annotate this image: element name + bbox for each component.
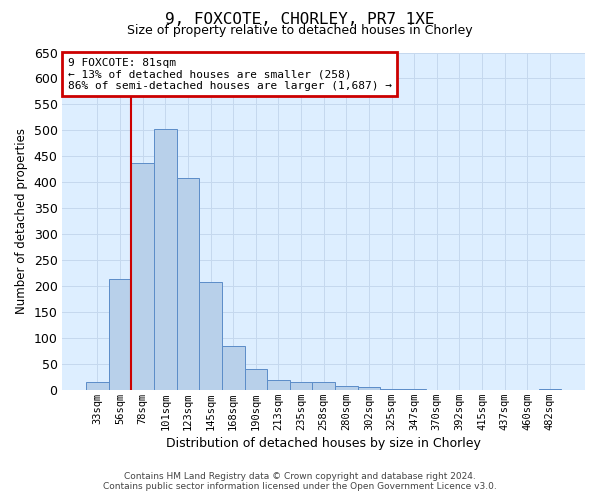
Bar bbox=[176, 178, 199, 390]
Bar bbox=[245, 369, 267, 390]
Bar bbox=[86, 382, 109, 390]
Bar bbox=[109, 280, 131, 390]
Bar bbox=[199, 282, 222, 390]
Text: Size of property relative to detached houses in Chorley: Size of property relative to detached ho… bbox=[127, 24, 473, 37]
Bar bbox=[267, 380, 290, 390]
Bar bbox=[154, 129, 176, 390]
Text: 9 FOXCOTE: 81sqm
← 13% of detached houses are smaller (258)
86% of semi-detached: 9 FOXCOTE: 81sqm ← 13% of detached house… bbox=[68, 58, 392, 91]
Bar bbox=[358, 387, 380, 390]
Bar bbox=[222, 346, 245, 390]
Bar bbox=[335, 386, 358, 390]
Text: Contains HM Land Registry data © Crown copyright and database right 2024.
Contai: Contains HM Land Registry data © Crown c… bbox=[103, 472, 497, 491]
Bar bbox=[131, 162, 154, 390]
X-axis label: Distribution of detached houses by size in Chorley: Distribution of detached houses by size … bbox=[166, 437, 481, 450]
Bar bbox=[313, 382, 335, 390]
Bar bbox=[290, 382, 313, 390]
Y-axis label: Number of detached properties: Number of detached properties bbox=[15, 128, 28, 314]
Text: 9, FOXCOTE, CHORLEY, PR7 1XE: 9, FOXCOTE, CHORLEY, PR7 1XE bbox=[165, 12, 435, 28]
